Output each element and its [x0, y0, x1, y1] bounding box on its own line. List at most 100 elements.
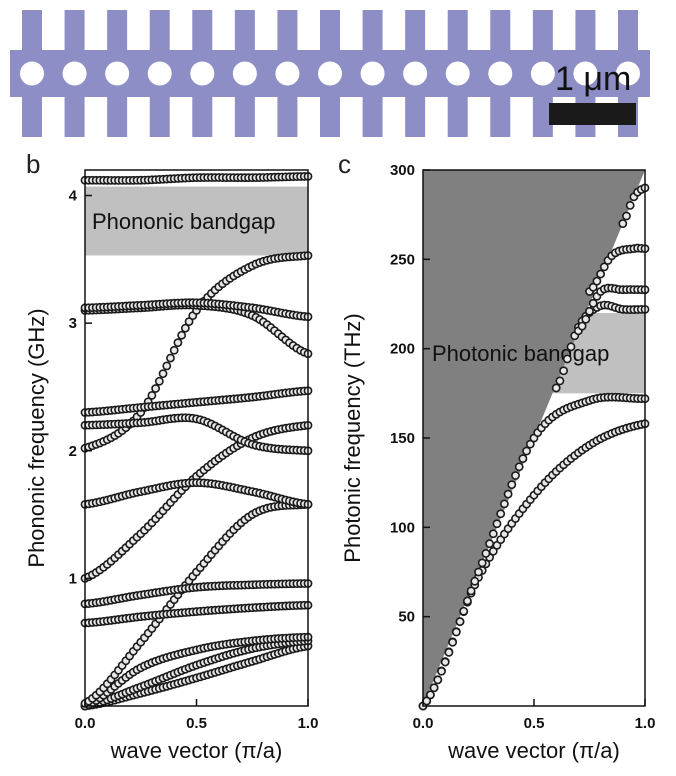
- band-point: [585, 306, 594, 316]
- waveguide-tooth-bottom: [532, 96, 553, 137]
- x-tick-label: 0.0: [75, 715, 96, 732]
- waveguide-tooth-top: [618, 10, 638, 51]
- phononic-bandgap-region: [85, 186, 308, 256]
- band-point: [581, 314, 591, 324]
- waveguide-tooth-top: [192, 10, 213, 51]
- band-point: [499, 499, 509, 509]
- band-point: [625, 201, 635, 210]
- band-point: [180, 323, 190, 333]
- scale-bar-label: 1 μm: [555, 60, 631, 98]
- band-point: [173, 338, 183, 348]
- band-9: [80, 251, 313, 453]
- waveguide-tooth-bottom: [405, 96, 426, 137]
- waveguide-tooth-top: [575, 10, 596, 51]
- panel-label-c: c: [338, 149, 351, 179]
- waveguide-hole: [62, 61, 87, 86]
- band-2: [418, 392, 650, 711]
- band-point: [459, 606, 469, 616]
- band-point: [596, 269, 605, 279]
- band-11: [80, 386, 313, 417]
- band-point: [555, 376, 565, 386]
- band-10: [80, 413, 313, 456]
- band-5: [585, 243, 650, 296]
- band-point: [566, 342, 576, 352]
- band-point: [618, 219, 628, 228]
- scale-bar: [549, 103, 636, 125]
- band-point: [481, 548, 491, 558]
- waveguide-tooth-bottom: [149, 96, 170, 137]
- band-point: [448, 637, 457, 647]
- panel-b-phononic-chart: b Phononic bandgap 0.0 0.5 1.0 1 2 3 4 wave ve…: [24, 149, 318, 763]
- band-point: [177, 330, 187, 340]
- waveguide-tooth-bottom: [362, 96, 383, 137]
- waveguide-tooth-bottom: [107, 96, 128, 137]
- waveguide-tooth-top: [22, 10, 42, 51]
- band-point: [158, 369, 168, 379]
- band-point: [503, 489, 513, 499]
- band-point: [429, 683, 439, 693]
- band-point: [514, 462, 524, 472]
- phononic-y-axis-label: Phononic frequency (GHz): [24, 308, 49, 567]
- band-point: [622, 211, 631, 221]
- waveguide-tooth-bottom: [447, 96, 468, 137]
- band-point: [511, 471, 520, 480]
- waveguide-tooth-top: [405, 10, 426, 51]
- waveguide-tooth-top: [234, 10, 255, 51]
- panel-a-waveguide: a 1 μm: [10, 2, 650, 137]
- x-tick-label: 0.5: [186, 715, 207, 732]
- waveguide-tooth-top: [447, 10, 468, 51]
- panel-label-b: b: [26, 149, 40, 179]
- y-tick-label: 3: [69, 315, 77, 332]
- waveguide-hole: [616, 61, 640, 86]
- waveguide-hole: [488, 61, 513, 86]
- band-point: [162, 361, 172, 371]
- band-point: [455, 617, 465, 627]
- panel-c-photonic-chart: c Photonic bandgap 0.0 0.5 1.0 50 100 150 200 2…: [338, 149, 655, 763]
- waveguide-hole: [403, 61, 428, 86]
- waveguide-hole: [147, 61, 172, 86]
- band-point: [184, 317, 194, 327]
- band-point: [147, 390, 157, 400]
- y-tick-label: 1: [69, 570, 77, 587]
- y-tick-label: 200: [390, 341, 415, 358]
- waveguide-tooth-top: [490, 10, 511, 51]
- x-tick-label: 1.0: [298, 715, 319, 732]
- waveguide-hole: [318, 61, 342, 86]
- band-8: [80, 478, 313, 509]
- waveguide-hole: [445, 61, 470, 86]
- waveguide-structure: [10, 10, 650, 137]
- phononic-bandgap-label: Phononic bandgap: [92, 209, 276, 234]
- band-point: [477, 558, 487, 568]
- phononic-ticks: 0.0 0.5 1.0 1 2 3 4: [69, 188, 319, 732]
- waveguide-tooth-top: [277, 10, 298, 51]
- waveguide-tooth-bottom: [490, 96, 511, 137]
- band-point: [169, 345, 179, 355]
- band-point: [588, 298, 598, 308]
- waveguide-tooth-top: [107, 10, 128, 51]
- band-point: [525, 439, 535, 449]
- photonic-y-axis-label: Photonic frequency (THz): [340, 313, 365, 562]
- band-point: [577, 321, 587, 331]
- waveguide-tooth-bottom: [64, 96, 85, 137]
- band-point: [437, 666, 446, 676]
- waveguide-hole: [190, 61, 215, 86]
- photonic-x-axis-label: wave vector (π/a): [447, 738, 620, 763]
- band-point: [462, 596, 472, 606]
- x-tick-label: 0.0: [413, 715, 434, 732]
- band-point: [433, 675, 443, 685]
- band-point: [474, 567, 483, 577]
- waveguide-hole: [232, 61, 257, 86]
- waveguide-tooth-bottom: [192, 96, 213, 137]
- band-point: [518, 454, 528, 464]
- band-point: [522, 446, 531, 456]
- y-tick-label: 4: [69, 188, 78, 205]
- band-14: [80, 171, 313, 185]
- waveguide-tooth-top: [64, 10, 85, 51]
- waveguide-tooth-top: [362, 10, 383, 51]
- photonic-bands: [418, 183, 650, 711]
- waveguide-hole: [573, 61, 598, 86]
- band-2: [80, 636, 313, 711]
- waveguide-tooth-bottom: [22, 96, 42, 137]
- y-tick-label: 300: [390, 162, 415, 179]
